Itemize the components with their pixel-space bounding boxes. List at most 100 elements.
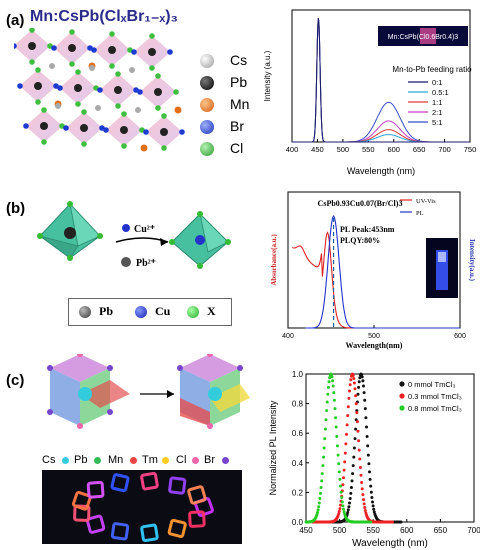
panel-a-label: (a) [6,12,25,29]
cu-ion-icon [122,224,130,232]
chart-a-xtick-label: 550 [362,145,375,154]
chart-a-pl-spectra: 400 450 500 550 600 650 700 750 Mn:CsPb(Cl0.6Br… [263,9,476,176]
glowing-square [140,523,159,543]
cl-dot-icon [192,457,199,464]
mn-dot-icon [130,457,137,464]
chart-a-xtick-label: 500 [337,145,350,154]
legend-c-br: Br [204,454,215,466]
chart-c-xlabel: Wavelength (nm) [352,538,428,548]
legend-c-cs: Cs [42,454,56,466]
pb-atom [148,48,156,56]
halide-atom [109,63,115,69]
chart-c-data-point [365,435,369,438]
chart-b-ylabel-right: Intensity(a.u.) [468,239,476,282]
br-dot-icon [222,457,229,464]
chart-c-data-point [330,375,334,379]
halide-atom [17,83,23,89]
chart-c-data-point [361,493,365,497]
chart-c-data-point [333,407,337,411]
halide-atom [143,129,149,135]
chart-c-data-point [339,503,342,507]
mn-atom [174,106,182,114]
chart-c-data-point [348,383,352,387]
chart-c-data-point [358,376,362,380]
halide-atom [81,141,87,147]
halide-atom [41,139,47,145]
perovskite-crystal-illustration [14,28,185,152]
chart-c-data-point [343,460,347,464]
chart-a-inset-vial [420,28,436,44]
chart-a-legend-entry: 0.5:1 [432,88,449,97]
panel-c-label: (c) [6,372,25,389]
luminescent-ring-photo [42,470,242,544]
chart-c-data-point [341,483,345,487]
chart-c-data-point [323,437,327,441]
chart-a-xtick-label: 450 [311,145,324,154]
chart-c-data-point [336,453,340,457]
chart-c-data-point [369,520,373,524]
reagent-cu-label: Cu²⁺ [134,224,155,235]
chart-c-xtick-label: 700 [467,526,480,535]
chart-c-data-point [361,379,365,383]
doped-lattice-diagram [47,354,250,429]
legend-br-label: Br [230,118,244,134]
pb-atom [80,124,88,132]
pb-atom [160,128,168,136]
panel-b-legend-box: Pb Cu X [68,298,232,326]
halide-atom [29,28,35,33]
cl-sphere-icon [200,142,214,156]
glowing-square [168,476,187,495]
chart-c-data-point [320,479,324,483]
legend-cs-label: Cs [230,52,248,68]
pb-atom [108,46,116,54]
halide-atom [14,43,17,49]
chart-c-data-point [331,379,335,383]
chart-a-xlabel: Wavelength (nm) [347,166,415,176]
chart-c-data-point [316,508,320,512]
chart-c-data-point [360,481,364,484]
chart-c-data-point [339,484,342,488]
chart-c-data-point [323,427,327,431]
halide-atom [91,47,97,53]
legend-c-pb: Pb [74,454,88,466]
glowing-square [73,504,91,522]
glowing-square [71,490,92,511]
chart-c-data-point [327,380,331,384]
pb-atom [114,86,122,94]
chart-a-xtick-label: 700 [438,145,451,154]
chart-c-data-point [339,490,343,494]
chart-b-legend-uvvis: UV-Vis [416,198,436,205]
chart-c-data-point [368,477,372,481]
cu-legend-icon [135,306,147,318]
chart-c-data-point [347,396,351,400]
chart-a-xtick-label: 600 [387,145,400,154]
halide-atom [109,31,115,37]
chart-c-data-point [342,507,345,511]
chart-c-data-point [317,505,321,509]
pb-atom [28,42,36,50]
chart-c-data-point [334,416,338,420]
halide-atom [23,123,29,129]
chart-c-data-point [366,453,370,457]
chart-c-data-point [353,437,357,441]
halide-atom [173,89,179,95]
chart-b-xtick-label: 600 [454,333,466,340]
chart-b-ylabel-left: Absorbance(a.u.) [270,234,278,286]
legend-c-cl: Cl [176,454,187,466]
panel-c-legend: Cs Pb Mn Tm Cl Br [42,454,242,468]
chart-c-data-point [337,470,341,474]
halide-atom [137,89,143,95]
halide-atom [179,129,185,135]
halide-atom [149,65,155,71]
tm-dot-icon [162,457,169,464]
chart-c-xtick-label: 650 [434,526,448,535]
chart-c-ytick-label: 0.8 [292,400,304,409]
chart-a-legend-entry: 2:1 [432,108,442,117]
cs-atom [89,65,95,71]
chart-c-legend-entry: 0.3 mmol TmCl₃ [408,392,462,401]
chart-c-data-point [356,429,360,433]
chart-c-data-point [391,520,394,524]
doping-arrowhead [167,390,174,398]
chart-c-xtick-label: 550 [367,526,381,535]
chart-a-xtick-label: 650 [413,145,426,154]
